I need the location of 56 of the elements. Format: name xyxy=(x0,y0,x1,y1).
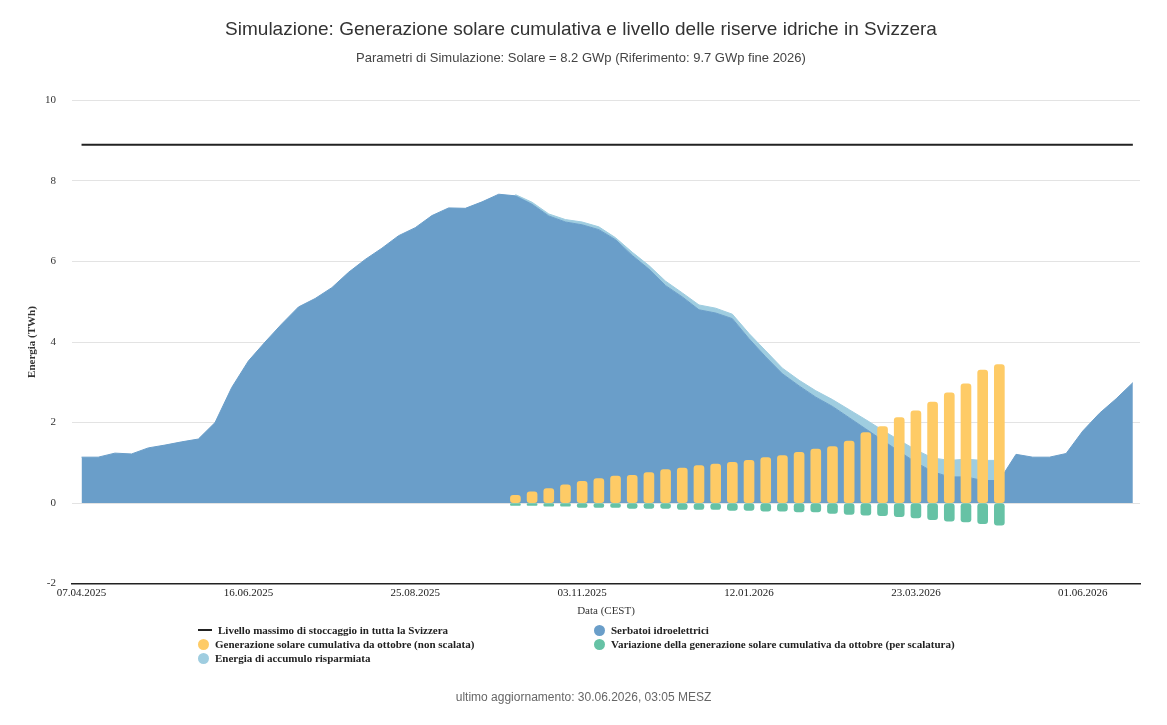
bar xyxy=(960,503,972,523)
bar xyxy=(943,503,955,522)
y-tick-label: 2 xyxy=(50,415,56,428)
y-tick-label: -2 xyxy=(46,576,56,589)
bar xyxy=(560,484,571,503)
bar xyxy=(676,467,688,503)
x-tick-label: 16.06.2025 xyxy=(223,586,274,599)
bar xyxy=(743,460,755,503)
bar xyxy=(810,448,822,503)
bar xyxy=(977,503,988,524)
bar xyxy=(994,503,1005,526)
bar xyxy=(643,472,655,503)
legend-label: Generazione solare cumulativa da ottobre (non scalata) xyxy=(215,638,475,650)
x-tick-label: 01.06.2026 xyxy=(1058,586,1109,599)
bar xyxy=(760,457,772,503)
bar xyxy=(727,462,738,503)
bar xyxy=(710,463,721,503)
bar xyxy=(626,474,638,503)
y-tick-label: 8 xyxy=(50,173,57,186)
y-tick-label: 6 xyxy=(50,254,57,267)
legend-label: Livello massimo di stoccaggio in tutta la Svizzera xyxy=(218,624,449,636)
chart-title: Simulazione: Generazione solare cumulativa e livello delle riserve idriche in Svizzera xyxy=(225,17,938,39)
bar xyxy=(593,478,605,503)
x-axis-title: Data (CEST) xyxy=(577,604,636,618)
legend-label: Variazione della generazione solare cumulativa da ottobre (per scalatura) xyxy=(611,638,955,650)
bar xyxy=(893,417,905,503)
bar xyxy=(610,475,621,503)
bar xyxy=(660,469,671,503)
bar xyxy=(943,392,955,503)
y-axis-title: Energia (TWh) xyxy=(25,305,39,378)
x-tick-label: 07.04.2025 xyxy=(56,586,107,599)
bar xyxy=(927,503,938,520)
text: ultimo aggiornamento: 30.06.2026, 03:05 MESZ xyxy=(454,690,713,704)
bar xyxy=(960,383,972,503)
x-tick-label: 25.08.2025 xyxy=(390,586,441,599)
bar xyxy=(860,432,872,503)
y-tick-label: 0 xyxy=(50,495,57,508)
bar xyxy=(576,480,588,503)
bar xyxy=(877,426,888,503)
legend-label: Energia di accumulo risparmiata xyxy=(215,652,371,664)
x-tick-label: 03.11.2025 xyxy=(557,586,608,599)
bar xyxy=(977,369,988,503)
bar xyxy=(843,440,855,503)
bar xyxy=(693,465,705,503)
bar xyxy=(827,446,838,503)
bar xyxy=(994,364,1005,503)
bar xyxy=(793,452,805,503)
bar xyxy=(927,401,938,503)
y-tick-label: 4 xyxy=(50,334,57,347)
x-tick-label: 12.01.2026 xyxy=(724,586,775,599)
chart-subtitle: Parametri di Simulazione: Solare = 8.2 GWp (Riferimento: 9.7 GWp fine 2026) xyxy=(356,50,806,66)
x-tick-label: 23.03.2026 xyxy=(891,586,942,599)
bar xyxy=(777,455,788,503)
y-tick-label: 10 xyxy=(45,93,57,106)
bar xyxy=(910,410,922,503)
legend-label: Serbatoi idroelettrici xyxy=(611,624,709,636)
